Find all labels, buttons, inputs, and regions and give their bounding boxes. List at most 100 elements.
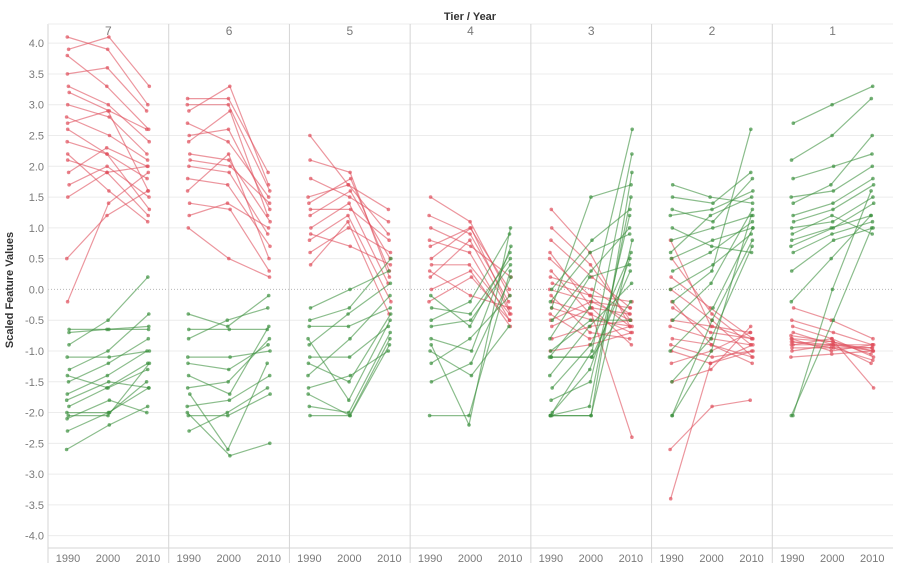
data-point-red: [64, 115, 69, 119]
data-point-red: [226, 96, 231, 101]
data-point-green: [185, 386, 190, 390]
data-point-green: [710, 207, 714, 212]
data-point-green: [468, 336, 472, 341]
data-point-green: [106, 349, 110, 353]
data-point-green: [590, 238, 594, 242]
data-point-red: [65, 102, 70, 107]
data-point-green: [588, 367, 592, 372]
data-point-red: [507, 318, 512, 323]
data-point-red: [65, 139, 69, 144]
data-point-red: [185, 189, 190, 193]
data-point-green: [347, 355, 352, 359]
data-point-red: [469, 244, 473, 249]
data-point-red: [791, 306, 796, 310]
data-point-green: [106, 318, 110, 323]
y-tick-label: 3.5: [29, 69, 44, 81]
data-point-green: [106, 413, 110, 418]
data-point-green: [267, 373, 272, 378]
data-point-green: [65, 410, 69, 415]
y-tick-label: -0.5: [25, 315, 44, 327]
data-point-green: [789, 244, 793, 249]
data-point-red: [549, 293, 553, 298]
data-point-green: [66, 413, 71, 418]
data-point-red: [265, 232, 270, 236]
data-point-red: [628, 324, 632, 329]
data-point-red: [871, 336, 875, 341]
data-point-green: [749, 195, 754, 199]
data-point-green: [628, 269, 633, 273]
data-point-red: [105, 170, 109, 175]
data-point-green: [831, 164, 836, 169]
data-point-green: [870, 219, 875, 224]
data-point-green: [629, 183, 633, 187]
data-point-green: [668, 349, 672, 353]
data-point-red: [308, 158, 312, 162]
data-point-green: [668, 250, 673, 255]
data-point-red: [228, 164, 232, 169]
data-point-green: [869, 96, 874, 101]
data-point-red: [65, 72, 70, 76]
data-point-red: [468, 232, 472, 236]
data-point-red: [65, 152, 70, 156]
data-point-green: [308, 306, 313, 310]
data-point-red: [65, 35, 70, 39]
data-point-green: [831, 318, 836, 323]
data-point-green: [67, 404, 71, 409]
panel-label-6: 6: [226, 24, 233, 38]
data-point-red: [267, 256, 271, 261]
data-point-red: [708, 306, 712, 310]
y-tick-label: 0.0: [29, 284, 44, 296]
data-point-green: [789, 269, 794, 273]
data-point-green: [429, 343, 434, 347]
data-point-green: [146, 327, 151, 332]
data-point-red: [387, 275, 392, 279]
data-point-red: [790, 346, 794, 350]
data-point-green: [67, 367, 72, 372]
data-point-green: [346, 324, 351, 329]
data-point-red: [790, 318, 794, 323]
data-point-green: [668, 287, 673, 292]
data-point-red: [791, 330, 795, 335]
data-point-green: [186, 336, 191, 341]
data-point-green: [708, 250, 712, 255]
data-point-red: [829, 349, 834, 353]
data-point-red: [388, 263, 393, 267]
data-point-green: [791, 250, 795, 255]
data-point-green: [831, 238, 836, 242]
series-line-green: [430, 246, 512, 352]
series-line-red: [68, 36, 150, 87]
series-line-green: [188, 307, 268, 340]
data-point-green: [429, 306, 434, 310]
data-point-green: [146, 361, 150, 366]
data-point-green: [791, 219, 796, 224]
data-point-green: [225, 318, 230, 323]
data-point-red: [870, 346, 875, 350]
data-point-green: [144, 380, 149, 384]
data-point-green: [749, 170, 753, 175]
data-point-green: [789, 226, 794, 230]
data-point-red: [750, 361, 754, 366]
data-point-green: [427, 413, 432, 418]
data-point-red: [467, 263, 472, 267]
data-point-red: [227, 170, 231, 175]
data-point-red: [468, 293, 473, 298]
data-point-red: [66, 84, 71, 89]
data-point-red: [146, 213, 150, 218]
data-layer: [64, 35, 876, 501]
data-point-green: [509, 275, 513, 279]
data-point-green: [670, 413, 674, 418]
data-point-green: [429, 380, 434, 384]
data-point-red: [468, 226, 472, 230]
data-point-red: [791, 343, 795, 347]
data-point-red: [65, 158, 70, 162]
data-point-green: [508, 256, 513, 261]
data-point-green: [107, 355, 111, 359]
data-point-green: [226, 324, 230, 329]
data-point-green: [468, 299, 472, 304]
series-line-green: [69, 313, 150, 371]
data-point-red: [185, 102, 190, 107]
data-point-green: [187, 327, 191, 332]
data-point-green: [65, 355, 69, 359]
data-point-red: [669, 275, 673, 279]
data-point-red: [386, 232, 391, 236]
